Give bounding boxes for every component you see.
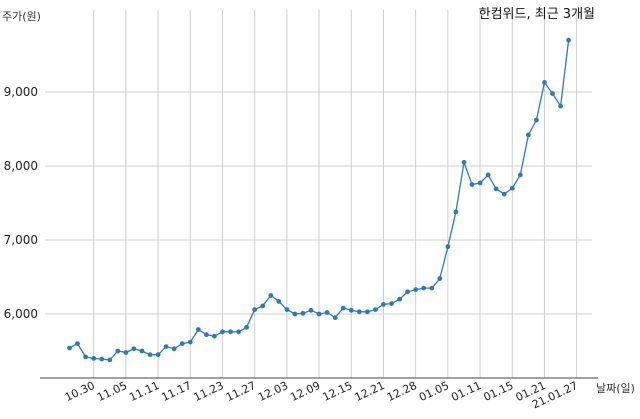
data-point: [493, 186, 499, 192]
data-point: [509, 185, 515, 191]
y-tick-label: 9,000: [4, 85, 38, 99]
data-point: [115, 348, 121, 354]
data-point: [123, 350, 129, 355]
data-point: [83, 354, 88, 360]
data-point: [67, 345, 72, 351]
x-tick-label: 01.11: [449, 379, 483, 404]
data-point: [163, 344, 169, 349]
data-point: [171, 346, 177, 352]
data-point: [373, 307, 378, 312]
y-axis-label: 주가(원): [2, 10, 41, 23]
data-point: [413, 287, 419, 292]
data-point: [469, 182, 475, 187]
x-tick-label: 12.09: [288, 379, 322, 404]
data-point: [276, 299, 282, 304]
data-point: [429, 285, 435, 291]
x-tick-label: 12.03: [256, 379, 290, 404]
data-point: [300, 310, 306, 316]
data-point: [397, 296, 402, 302]
data-point: [381, 302, 386, 307]
x-axis-label: 날짜(일): [596, 381, 635, 395]
data-point: [155, 352, 161, 358]
data-point: [365, 309, 370, 315]
data-point: [566, 37, 571, 43]
y-tick-label: 8,000: [4, 159, 38, 173]
y-axis: 6,000 7,000 8,000 9,000: [4, 85, 38, 321]
data-point: [405, 289, 410, 295]
x-tick-label: 11.05: [95, 379, 129, 404]
x-tick-label: 01.15: [481, 379, 515, 404]
data-point: [421, 285, 427, 291]
data-point: [147, 352, 153, 358]
x-tick-label: 10.30: [63, 379, 97, 404]
data-point: [517, 172, 523, 178]
data-point: [195, 327, 201, 332]
data-point: [453, 209, 459, 215]
data-point: [316, 311, 322, 317]
data-point: [501, 191, 507, 197]
data-point: [340, 305, 346, 311]
data-point: [228, 329, 233, 335]
data-point: [550, 91, 555, 96]
data-point: [107, 357, 113, 363]
data-point: [534, 117, 539, 123]
x-tick-label: 12.15: [320, 379, 354, 404]
x-axis: 10.3011.0511.1111.1711.2311.2712.0312.09…: [63, 379, 580, 411]
x-tick-label: 11.27: [224, 379, 258, 404]
data-point: [526, 132, 531, 138]
data-point: [260, 303, 266, 309]
data-point: [356, 309, 362, 315]
price-series: [67, 37, 571, 363]
x-tick-label: 01.05: [417, 379, 451, 404]
x-tick-label: 11.23: [192, 379, 226, 404]
data-point: [389, 301, 394, 306]
data-point: [542, 80, 547, 85]
data-point: [308, 307, 314, 313]
data-point: [187, 339, 193, 345]
data-point: [348, 307, 354, 313]
data-point: [485, 172, 491, 178]
data-point: [179, 341, 185, 346]
x-tick-label: 11.11: [127, 379, 161, 404]
data-point: [236, 329, 242, 335]
data-point: [324, 310, 330, 315]
x-tick-label: 11.17: [159, 379, 193, 404]
data-point: [437, 276, 443, 281]
data-point: [252, 307, 258, 312]
data-point: [131, 346, 137, 352]
data-point: [477, 180, 483, 186]
y-tick-label: 6,000: [4, 307, 38, 321]
x-tick-label: 12.21: [353, 379, 387, 404]
data-point: [284, 307, 290, 312]
data-point: [461, 159, 467, 165]
data-point: [212, 333, 217, 339]
data-point: [268, 293, 274, 298]
data-point: [91, 356, 97, 361]
x-tick-label: 12.28: [385, 379, 419, 404]
y-tick-label: 7,000: [4, 233, 38, 247]
grid: [45, 10, 592, 378]
data-point: [204, 332, 209, 338]
data-point: [139, 348, 145, 354]
data-point: [445, 244, 451, 250]
data-point: [220, 329, 225, 335]
data-point: [292, 311, 298, 317]
data-point: [99, 356, 105, 362]
data-point: [244, 324, 250, 330]
data-point: [332, 315, 338, 321]
data-point: [558, 103, 563, 109]
data-point: [75, 341, 80, 346]
chart-title: 한컴위드, 최근 3개월: [479, 7, 595, 22]
